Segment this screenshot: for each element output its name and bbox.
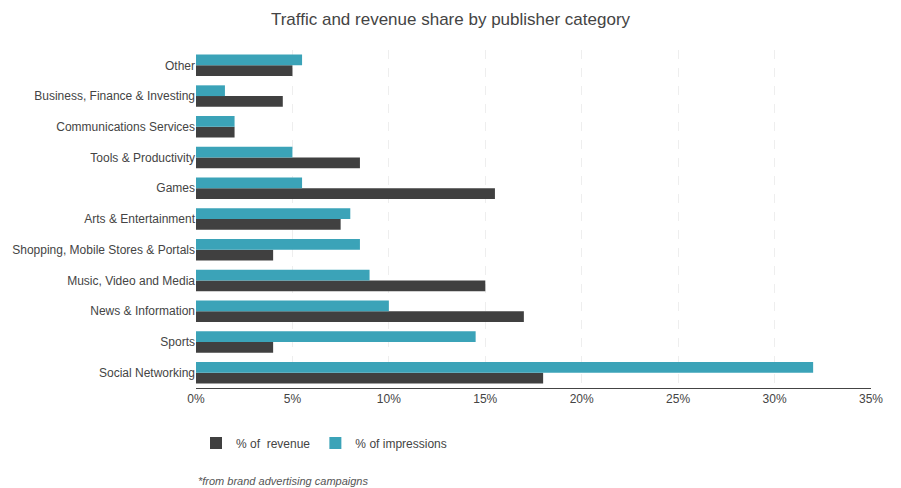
svg-text:10%: 10% — [377, 392, 401, 406]
svg-text:Tools & Productivity: Tools & Productivity — [90, 151, 195, 165]
svg-text:News & Information: News & Information — [90, 304, 195, 318]
svg-text:*from brand advertising campai: *from brand advertising campaigns — [198, 475, 368, 487]
svg-text:Music, Video and Media: Music, Video and Media — [67, 274, 195, 288]
svg-text:Games: Games — [156, 181, 195, 195]
svg-text:Shopping, Mobile Stores & Port: Shopping, Mobile Stores & Portals — [12, 243, 195, 257]
svg-text:15%: 15% — [473, 392, 497, 406]
svg-text:Arts & Entertainment: Arts & Entertainment — [84, 212, 195, 226]
svg-text:Sports: Sports — [160, 335, 195, 349]
svg-text:% of impressions: % of impressions — [355, 437, 446, 451]
svg-text:20%: 20% — [570, 392, 594, 406]
svg-text:30%: 30% — [763, 392, 787, 406]
svg-text:0%: 0% — [187, 392, 205, 406]
svg-text:Business, Finance & Investing: Business, Finance & Investing — [34, 89, 195, 103]
svg-text:Communications Services: Communications Services — [56, 120, 195, 134]
svg-text:35%: 35% — [859, 392, 883, 406]
svg-text:5%: 5% — [284, 392, 302, 406]
svg-text:Other: Other — [165, 59, 195, 73]
svg-text:% of revenue: % of revenue — [236, 437, 310, 451]
svg-text:25%: 25% — [666, 392, 690, 406]
svg-text:Social Networking: Social Networking — [99, 366, 195, 380]
svg-text:Traffic and revenue share by p: Traffic and revenue share by publisher c… — [271, 10, 631, 29]
